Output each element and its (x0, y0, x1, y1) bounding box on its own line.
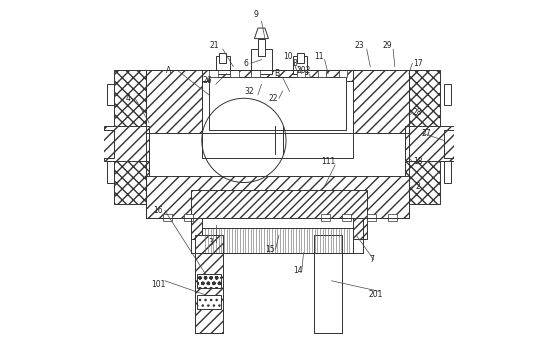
Bar (230, 70, 239, 77)
Text: 3: 3 (208, 238, 213, 247)
Text: 27: 27 (422, 129, 431, 138)
Bar (296, 53, 304, 63)
Text: 4: 4 (126, 94, 131, 103)
Bar (444, 84, 451, 105)
Bar (209, 77, 346, 130)
Bar (196, 295, 221, 309)
Bar (367, 214, 376, 221)
Text: 17: 17 (413, 59, 422, 68)
Text: 10: 10 (283, 52, 292, 61)
Bar (103, 126, 149, 161)
Text: 202: 202 (296, 66, 311, 75)
Text: 22: 22 (269, 94, 278, 103)
Bar (107, 161, 114, 183)
Bar (163, 214, 172, 221)
Bar (314, 235, 342, 333)
Text: 101: 101 (151, 280, 165, 289)
Bar (184, 214, 193, 221)
Text: 2: 2 (415, 181, 420, 191)
Bar (321, 214, 330, 221)
Text: 26: 26 (202, 76, 212, 85)
Bar (209, 70, 218, 77)
Bar (219, 53, 227, 63)
Bar (191, 190, 367, 239)
Bar (388, 214, 397, 221)
Bar (202, 81, 353, 158)
Bar (405, 126, 455, 161)
Text: 6: 6 (243, 59, 248, 68)
Text: 15: 15 (266, 245, 275, 254)
Bar (216, 56, 230, 74)
Text: B: B (275, 69, 280, 78)
Text: 21: 21 (209, 41, 219, 50)
Bar (146, 70, 202, 133)
Text: 201: 201 (368, 290, 383, 299)
Bar (202, 218, 353, 253)
Text: 9: 9 (254, 9, 258, 19)
Text: 32: 32 (244, 87, 254, 96)
Bar (251, 49, 272, 74)
Bar (146, 176, 409, 218)
Text: 16: 16 (153, 206, 163, 215)
Bar (251, 70, 259, 77)
Text: 7: 7 (369, 255, 374, 264)
Bar (146, 70, 409, 133)
Text: 11: 11 (315, 52, 324, 61)
Bar (293, 56, 307, 74)
Bar (318, 70, 326, 77)
Text: 23: 23 (355, 41, 364, 50)
Bar (405, 70, 440, 204)
Text: 28: 28 (413, 108, 422, 117)
Polygon shape (254, 28, 268, 39)
Bar (342, 214, 351, 221)
Bar (114, 70, 149, 204)
Bar (196, 274, 221, 288)
Bar (258, 39, 265, 56)
Bar (107, 84, 114, 105)
Text: 8: 8 (292, 59, 297, 68)
Bar (93, 130, 114, 158)
Bar (444, 130, 465, 158)
Bar (296, 70, 305, 77)
Bar (353, 70, 409, 133)
Text: 111: 111 (321, 157, 335, 166)
Text: A: A (166, 66, 171, 75)
Text: 14: 14 (294, 266, 303, 275)
Bar (195, 235, 223, 333)
Text: 18: 18 (413, 157, 422, 166)
Bar (444, 161, 451, 183)
Text: 29: 29 (383, 41, 393, 50)
Bar (339, 70, 348, 77)
